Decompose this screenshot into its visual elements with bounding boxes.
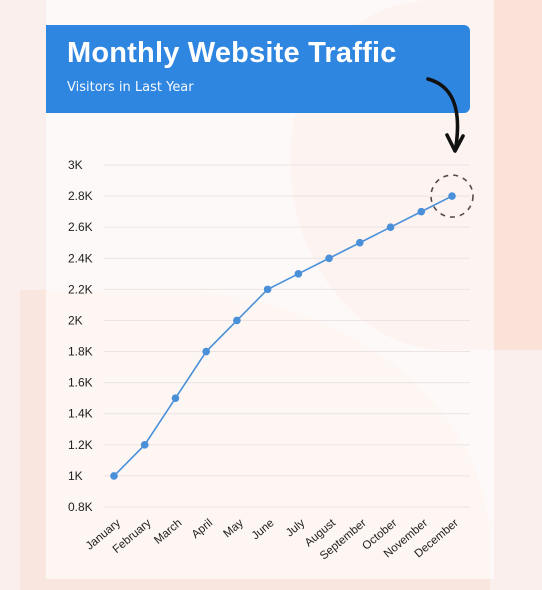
y-tick-label: 2.2K bbox=[68, 282, 93, 296]
data-points bbox=[110, 192, 456, 480]
x-tick-label: March bbox=[152, 517, 184, 547]
data-point bbox=[386, 223, 395, 231]
y-tick-label: 3K bbox=[68, 158, 83, 172]
data-point bbox=[417, 207, 426, 216]
data-point bbox=[202, 347, 210, 356]
y-tick-label: 2.6K bbox=[68, 220, 93, 234]
data-point bbox=[233, 316, 241, 325]
data-point bbox=[448, 192, 456, 200]
y-tick-label: 2.4K bbox=[68, 251, 93, 265]
y-tick-label: 1.8K bbox=[68, 345, 93, 359]
grid-lines bbox=[104, 164, 470, 508]
x-tick-label: April bbox=[190, 517, 215, 541]
title-banner: Monthly Website Traffic Visitors in Last… bbox=[46, 25, 470, 113]
y-tick-label: 1.4K bbox=[68, 407, 93, 421]
y-tick-label: 2K bbox=[68, 313, 83, 327]
highlight-ring bbox=[430, 174, 474, 218]
y-tick-label: 1.6K bbox=[68, 376, 93, 390]
series-line bbox=[113, 195, 453, 477]
data-point bbox=[171, 394, 180, 402]
y-tick-label: 1.2K bbox=[68, 438, 93, 452]
data-point bbox=[263, 285, 272, 294]
arrow-icon bbox=[426, 77, 460, 148]
data-point bbox=[110, 472, 118, 480]
y-axis-ticks: 0.8K 1K 1.2K 1.4K 1.6K 1.8K 2K 2.2K 2.4K 2.6K 2.8K… bbox=[68, 158, 93, 514]
x-tick-label: June bbox=[250, 517, 277, 542]
y-tick-label: 0.8K bbox=[68, 500, 93, 514]
chart-title: Monthly Website Traffic bbox=[67, 37, 397, 69]
arrow-head-icon bbox=[445, 133, 465, 153]
y-tick-label: 1K bbox=[68, 469, 83, 483]
y-tick-label: 2.8K bbox=[68, 189, 93, 203]
x-tick-label: May bbox=[221, 517, 246, 540]
data-point bbox=[294, 270, 303, 278]
x-tick-label: July bbox=[284, 517, 308, 539]
data-point bbox=[325, 254, 333, 263]
data-point bbox=[356, 238, 364, 247]
chart-subtitle: Visitors in Last Year bbox=[67, 80, 194, 95]
data-point bbox=[140, 441, 149, 449]
